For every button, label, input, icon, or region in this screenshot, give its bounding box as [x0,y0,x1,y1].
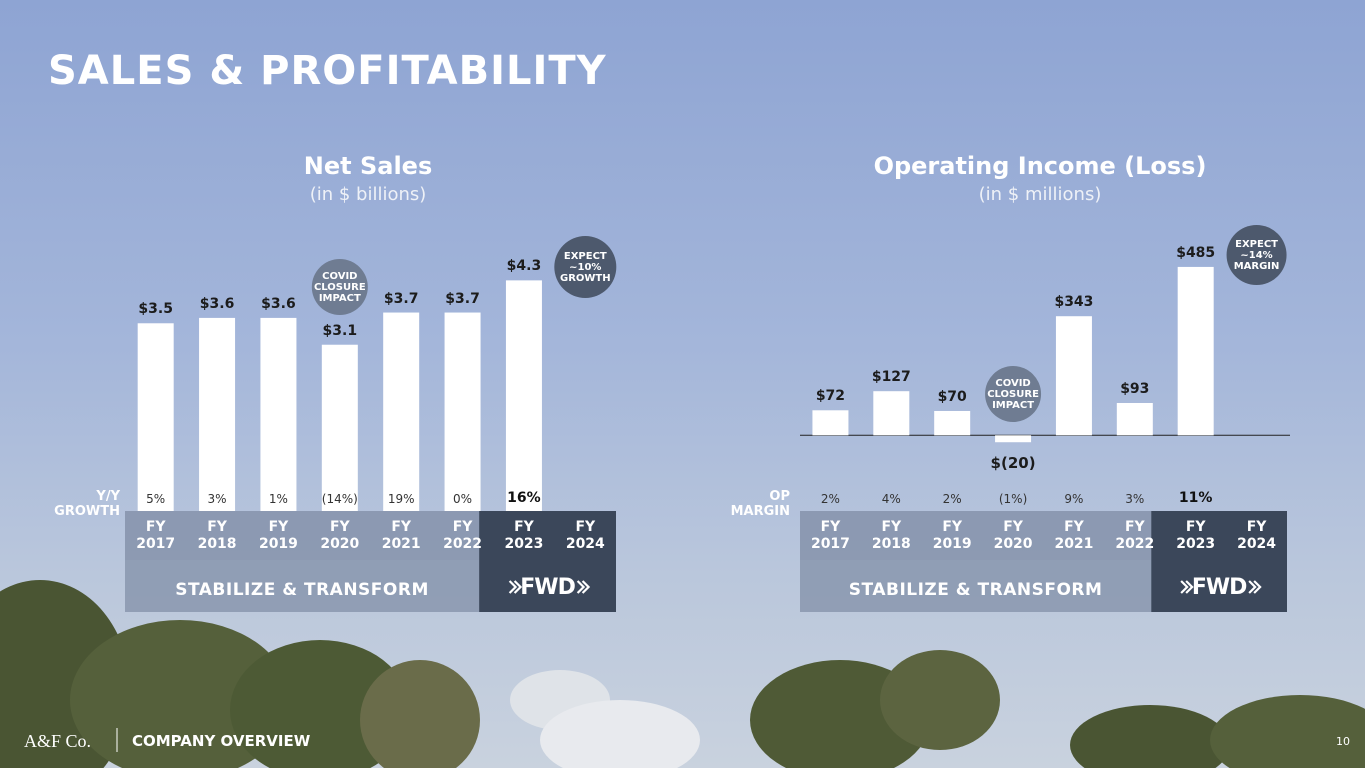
data-label: $3.6 [199,295,235,312]
x-tick-label: FY 2019 [932,519,972,552]
annotation: COVID CLOSURE IMPACT [313,270,366,304]
row-value: 16% [507,490,541,506]
row-value: 3% [1125,492,1145,506]
data-label: $70 [937,388,967,405]
x-tick-label: FY 2022 [443,519,483,552]
x-tick-label: FY 2018 [871,519,911,552]
chevron [1180,580,1194,594]
row-value: (1%) [998,492,1028,506]
bar [505,280,542,511]
data-label: $485 [1176,244,1216,261]
bar [1055,316,1092,436]
fwd-band [479,511,616,612]
phase-band [800,560,1152,612]
category-band [800,511,1152,560]
data-label: $343 [1054,294,1094,311]
x-tick-label: FY 2017 [136,519,176,552]
row-label: Y/Y GROWTH [54,489,120,519]
data-label: $3.6 [261,295,296,312]
chart-title: Net Sales [303,152,433,180]
row-value: 11% [1178,490,1213,506]
x-tick-label: FY 2021 [1054,519,1094,552]
data-label: $72 [815,388,846,405]
data-label: $3.1 [322,322,358,339]
chart-subtitle: (in $ billions) [309,184,427,205]
annotation-badge [311,259,368,315]
bar [873,391,910,436]
logo: A&F Co. [24,731,92,751]
bar [1177,266,1214,436]
chevron [1248,580,1262,594]
bar [812,410,849,436]
annotation: EXPECT ~14% MARGIN [1233,238,1280,272]
row-value: 2% [820,492,840,506]
bar [383,312,420,511]
x-tick-label: FY 2020 [320,519,360,552]
row-value: 3% [207,492,227,506]
annotation-badge [1226,225,1287,285]
phase-label: STABILIZE & TRANSFORM [175,580,429,600]
data-label: $(20) [990,454,1036,473]
x-tick-label: FY 2024 [565,519,605,552]
x-tick-label: FY 2020 [993,519,1033,552]
data-label: $93 [1120,381,1150,397]
row-value: 9% [1064,492,1084,506]
bar [934,410,971,436]
x-tick-label: FY 2017 [810,519,850,552]
row-value: (14%) [321,492,358,506]
row-value: 2% [942,492,962,506]
row-value: 5% [146,492,166,506]
x-tick-label: FY 2018 [197,519,237,552]
annotation: COVID CLOSURE IMPACT [987,377,1039,411]
chart-subtitle: (in $ millions) [978,184,1102,205]
fwd-label: FWD [1191,575,1248,600]
data-label: $3.5 [138,301,173,318]
annotation-badge [985,366,1042,422]
page-number: 10 [1336,735,1350,748]
data-label: $4.3 [506,258,542,275]
category-band [125,511,480,560]
trees [0,580,1365,768]
row-value: 1% [268,492,288,506]
x-tick-label: FY 2022 [1115,519,1155,552]
x-tick-label: FY 2023 [1176,519,1216,552]
phase-band [125,560,480,612]
x-tick-label: FY 2021 [381,519,421,552]
row-value: 4% [881,492,901,506]
data-label: $3.7 [445,290,480,307]
chevron [576,580,591,594]
section-label: COMPANY OVERVIEW [132,732,311,750]
row-value: 19% [387,492,415,506]
x-tick-label: FY 2024 [1237,519,1277,552]
bar [995,435,1032,443]
x-tick-label: FY 2023 [504,519,544,552]
row-value: 0% [453,492,473,506]
fwd-label: FWD [520,575,576,600]
fwd-band [1151,511,1287,612]
slide-title: SALES & PROFITABILITY [48,48,607,94]
phase-label: STABILIZE & TRANSFORM [848,580,1103,600]
chart-title: Operating Income (Loss) [873,152,1207,180]
bar [199,317,236,511]
row-label: OP MARGIN [730,489,790,519]
chevron [508,580,523,594]
bar [137,323,174,511]
data-label: $127 [871,369,911,386]
bar [1116,403,1153,436]
x-tick-label: FY 2019 [258,519,298,552]
annotation: EXPECT ~10% GROWTH [559,250,611,284]
data-label: $3.7 [383,290,419,307]
bar [444,312,481,511]
bar [321,344,358,511]
annotation-badge [554,236,617,298]
bar [260,317,297,511]
